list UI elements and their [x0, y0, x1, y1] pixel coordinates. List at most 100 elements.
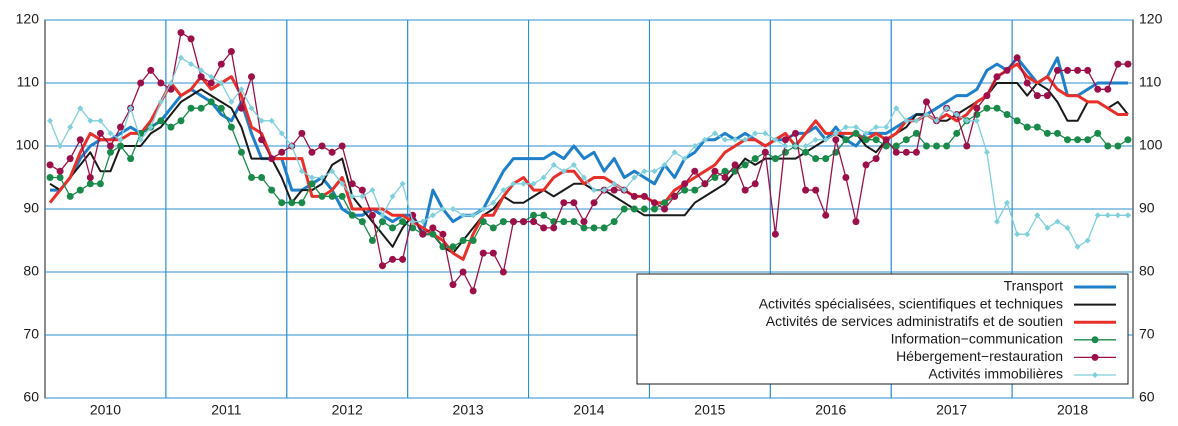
point: [1024, 231, 1031, 238]
point: [409, 218, 416, 225]
x-tick-label: 2012: [332, 402, 363, 418]
point: [268, 155, 276, 163]
point: [127, 105, 134, 112]
point: [711, 167, 719, 175]
point: [842, 174, 850, 181]
point: [922, 98, 930, 106]
point: [1064, 66, 1072, 74]
point: [1114, 212, 1121, 219]
series-line: [48, 62, 1128, 261]
point: [983, 104, 991, 112]
point: [348, 211, 356, 219]
point: [953, 111, 960, 118]
point: [752, 130, 759, 137]
point: [47, 117, 54, 124]
point: [771, 230, 779, 238]
point: [1043, 92, 1051, 100]
point: [691, 143, 698, 149]
point: [590, 199, 598, 207]
point: [358, 186, 366, 194]
y-tick-label: 110: [17, 74, 40, 90]
point: [399, 255, 407, 263]
point: [782, 143, 789, 149]
point: [188, 61, 195, 68]
point: [560, 168, 567, 175]
point: [650, 205, 658, 213]
point: [127, 155, 135, 163]
point: [419, 218, 426, 225]
point: [509, 218, 517, 226]
point: [499, 268, 507, 276]
point: [177, 29, 185, 37]
y-tick-label: 70: [23, 326, 39, 342]
point: [207, 79, 215, 87]
point: [701, 136, 708, 143]
x-tick-label: 2010: [90, 402, 121, 418]
point: [681, 186, 689, 194]
point: [520, 180, 527, 187]
point: [822, 155, 830, 163]
point: [661, 161, 668, 168]
point: [1004, 199, 1011, 206]
point: [308, 148, 316, 156]
point: [1044, 224, 1051, 231]
y2-tick-label: 100: [1139, 137, 1163, 153]
point: [238, 86, 245, 93]
point: [217, 60, 225, 68]
point: [852, 129, 860, 137]
point: [480, 206, 487, 212]
point: [177, 117, 185, 125]
point: [76, 136, 84, 144]
point: [922, 142, 930, 150]
point: [842, 124, 849, 131]
point: [167, 123, 175, 131]
point: [258, 117, 265, 124]
point: [208, 73, 215, 80]
point: [610, 186, 618, 194]
point: [389, 193, 396, 200]
point: [993, 73, 1001, 81]
point: [157, 79, 165, 87]
x-tick-label: 2016: [815, 402, 846, 418]
point: [873, 124, 880, 131]
y2-tick-label: 120: [1139, 11, 1163, 27]
point: [237, 148, 245, 156]
point: [298, 168, 305, 175]
point: [510, 180, 517, 187]
point: [157, 117, 165, 125]
point: [1064, 224, 1071, 231]
point: [1104, 85, 1112, 93]
legend-marker: [1091, 336, 1099, 344]
y2-tick-label: 60: [1139, 389, 1155, 405]
point: [570, 161, 577, 168]
point: [227, 48, 235, 55]
point: [711, 130, 718, 137]
point: [86, 180, 94, 188]
point: [1094, 85, 1102, 93]
point: [893, 105, 900, 112]
point: [399, 218, 407, 226]
point: [1074, 136, 1082, 144]
point: [711, 174, 719, 181]
point: [1033, 123, 1041, 131]
point: [902, 136, 910, 144]
point: [610, 218, 618, 226]
point: [570, 218, 578, 226]
y2-tick-label: 90: [1139, 200, 1155, 216]
point: [570, 199, 578, 207]
point: [731, 161, 739, 169]
y-tick-label: 120: [16, 11, 40, 27]
point: [892, 148, 900, 156]
legend-label: Transport: [1004, 278, 1064, 294]
point: [66, 192, 74, 200]
point: [470, 212, 477, 219]
y-tick-label: 100: [16, 137, 40, 153]
point: [278, 130, 285, 137]
point: [1023, 79, 1031, 87]
point: [580, 218, 588, 226]
point: [319, 174, 326, 181]
point: [117, 142, 125, 150]
point: [862, 136, 870, 144]
point: [97, 117, 104, 124]
